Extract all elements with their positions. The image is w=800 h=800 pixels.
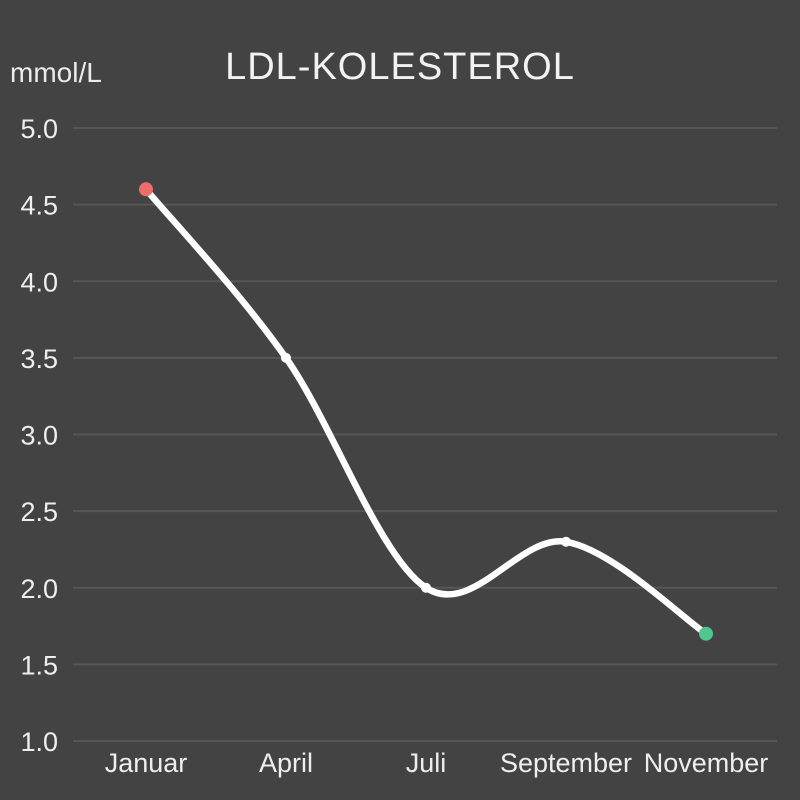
y-axis-unit-label: mmol/L [10,57,102,88]
data-point-januar [139,182,153,197]
x-tick-label: Juli [406,748,447,778]
y-tick-label: 1.0 [20,727,58,757]
y-tick-label: 3.5 [20,344,58,374]
y-tick-label: 3.0 [20,421,58,451]
y-tick-label: 2.0 [20,574,58,604]
x-tick-label: September [500,748,632,778]
x-tick-label: November [644,748,769,778]
x-tick-label: Januar [105,748,188,778]
data-point-juli [421,582,431,593]
y-tick-label: 4.5 [20,191,58,221]
y-tick-label: 5.0 [20,114,58,144]
data-point-november [699,626,713,641]
trend-line [142,186,710,637]
chart-title: LDL-KOLESTEROL [225,46,575,88]
y-tick-label: 2.5 [20,497,58,527]
data-point-september [561,536,571,547]
y-tick-label: 4.0 [20,267,58,297]
y-tick-label: 1.5 [20,650,58,680]
x-tick-label: April [259,748,313,778]
data-point-april [281,352,291,363]
